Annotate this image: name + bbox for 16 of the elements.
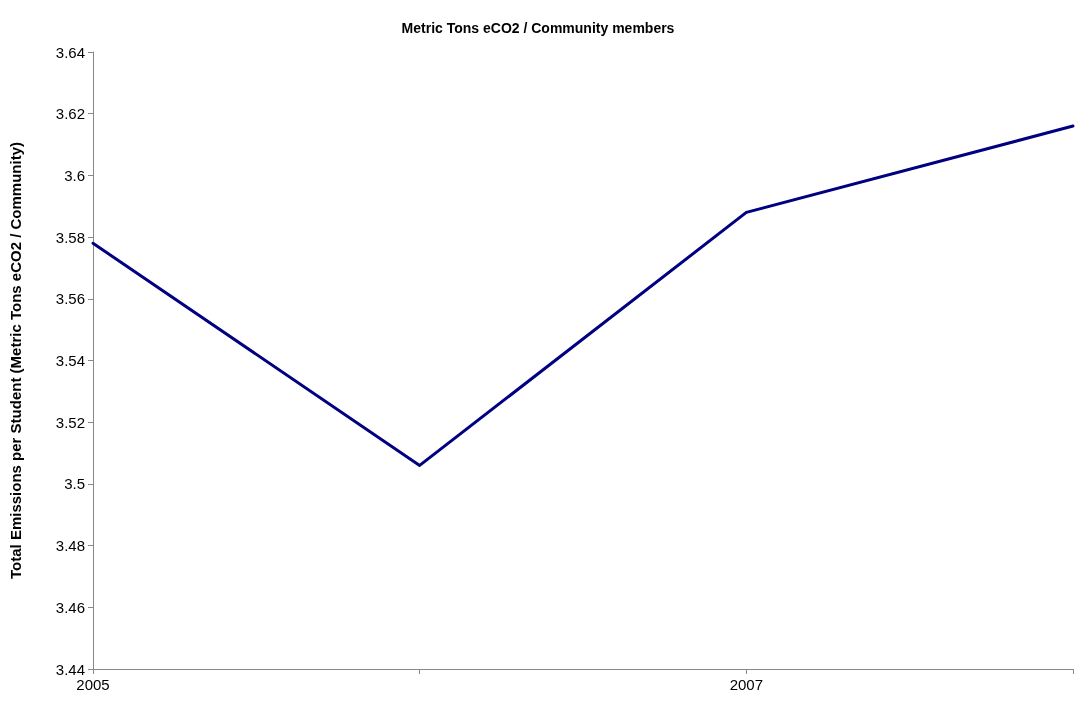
x-tick-label: 2007	[729, 676, 764, 693]
y-tick-label: 3.62	[55, 105, 85, 123]
y-tick-label: 3.5	[64, 475, 85, 493]
x-tick-label: 2005	[76, 676, 110, 693]
y-tick-label: 3.48	[55, 537, 85, 555]
chart-title: Metric Tons eCO2 / Community members	[401, 20, 675, 36]
y-tick-label: 3.58	[55, 228, 85, 246]
y-tick-label: 3.56	[55, 290, 85, 308]
y-tick-label: 3.64	[55, 43, 85, 61]
line-series	[91, 124, 1075, 467]
y-tick-label: 3.6	[64, 166, 85, 184]
y-tick-label: 3.52	[55, 413, 85, 431]
y-tick-label: 3.44	[55, 660, 85, 678]
y-tick-label: 3.46	[55, 598, 85, 616]
y-axis-title: Total Emissions per Student (Metric Tons eCO2 / Community)	[7, 142, 24, 579]
y-tick-label: 3.54	[55, 352, 85, 369]
